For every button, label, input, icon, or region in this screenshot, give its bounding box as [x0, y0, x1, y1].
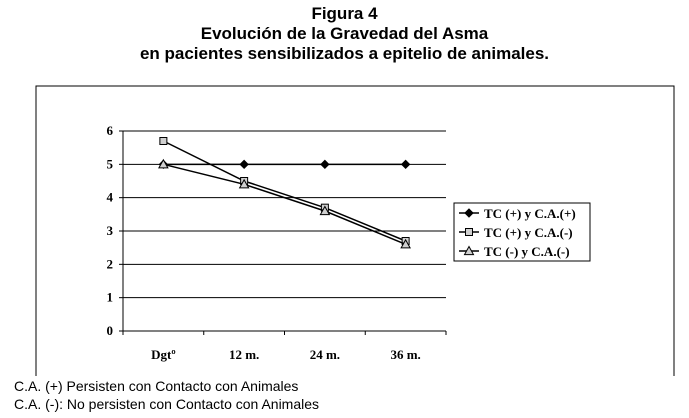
y-tick-label: 5: [107, 156, 114, 171]
figure-title-line2: en pacientes sensibilizados a epitelio d…: [139, 44, 550, 63]
y-tick-label: 1: [107, 290, 114, 305]
x-tick-label: 24 m.: [310, 347, 340, 362]
data-point: [239, 159, 249, 170]
series-line: [163, 163, 406, 246]
chart-notes: C.A. (+) Persisten con Contacto con Anim…: [14, 377, 319, 413]
y-tick-label: 3: [107, 223, 114, 238]
y-tick-label: 2: [107, 256, 114, 271]
data-point: [319, 205, 331, 216]
x-tick-label: 36 m.: [390, 347, 420, 362]
data-point: [320, 159, 330, 170]
x-tick-label: Dgtº: [151, 347, 176, 362]
figure-title-line1: Evolución de la Gravedad del Asma: [200, 24, 489, 43]
data-point: [159, 137, 168, 145]
legend-marker: [465, 228, 473, 236]
data-point: [400, 159, 411, 170]
series-1: [158, 159, 411, 170]
legend-label: TC (+) y C.A.(+): [484, 206, 576, 221]
y-tick-label: 6: [107, 123, 114, 138]
data-point: [158, 158, 169, 169]
note-line-2: C.A. (-): No persisten con Contacto con …: [14, 396, 320, 412]
data-point: [400, 238, 411, 249]
data-point: [238, 178, 250, 189]
figure-title-block: Figura 4 Evolución de la Gravedad del As…: [0, 4, 689, 64]
series-2: [159, 137, 410, 245]
figure-label: Figura 4: [311, 4, 378, 23]
note-line-1: C.A. (+) Persisten con Contacto con Anim…: [14, 378, 299, 394]
legend-label: TC (-) y C.A.(-): [484, 244, 570, 259]
chart-frame: [35, 85, 675, 376]
x-tick-label: 12 m.: [229, 347, 259, 362]
series-3: [158, 158, 411, 249]
legend-marker: [463, 245, 475, 256]
series-line: [163, 140, 406, 242]
y-tick-label: 4: [107, 190, 114, 205]
legend-marker: [464, 208, 474, 218]
legend-label: TC (+) y C.A.(-): [484, 225, 573, 240]
y-tick-label: 0: [107, 323, 114, 338]
